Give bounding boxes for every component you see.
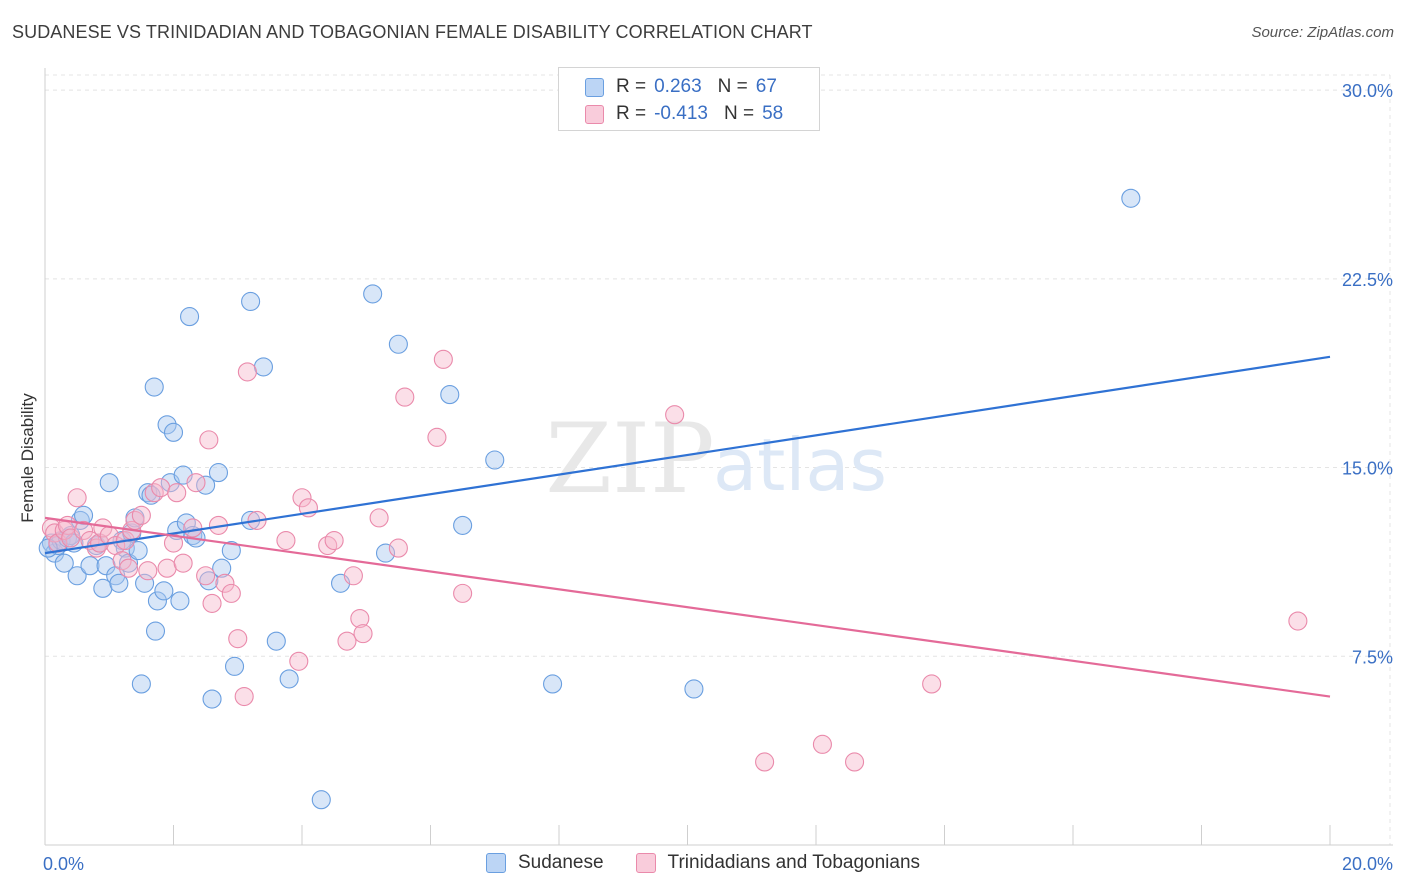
data-point-sudanese [441, 386, 459, 404]
data-point-sudanese [81, 557, 99, 575]
data-point-trinidadian [813, 735, 831, 753]
data-point-sudanese [254, 358, 272, 376]
series-trinidadian-points [42, 350, 1306, 771]
data-point-sudanese [1122, 189, 1140, 207]
data-point-sudanese [100, 474, 118, 492]
y-tick-label: 22.5% [1342, 270, 1393, 290]
data-point-sudanese [165, 423, 183, 441]
data-point-trinidadian [389, 539, 407, 557]
data-point-sudanese [171, 592, 189, 610]
data-point-sudanese [312, 791, 330, 809]
data-point-sudanese [155, 582, 173, 600]
legend-n-label: N = [718, 76, 748, 98]
legend-item-label: Sudanese [518, 852, 604, 874]
stats-legend: R = 0.263 N = 67 R = -0.413 N = 58 [558, 67, 820, 131]
data-point-sudanese [364, 285, 382, 303]
legend-swatch-pink [585, 105, 604, 124]
watermark-zip: ZIP [545, 403, 714, 515]
data-point-sudanese [242, 292, 260, 310]
data-point-trinidadian [222, 584, 240, 602]
legend-row-sudanese: R = 0.263 N = 67 [585, 76, 777, 98]
y-tick-label: 7.5% [1352, 647, 1393, 667]
data-point-trinidadian [454, 584, 472, 602]
data-point-trinidadian [428, 428, 446, 446]
legend-n-label: N = [724, 103, 754, 125]
data-point-trinidadian [338, 632, 356, 650]
data-point-trinidadian [238, 363, 256, 381]
data-point-sudanese [389, 335, 407, 353]
legend-n-value: 67 [756, 76, 777, 98]
data-point-sudanese [226, 657, 244, 675]
data-point-trinidadian [229, 630, 247, 648]
data-point-trinidadian [187, 474, 205, 492]
data-point-trinidadian [174, 554, 192, 572]
data-point-trinidadian [846, 753, 864, 771]
data-point-trinidadian [923, 675, 941, 693]
data-point-trinidadian [235, 688, 253, 706]
data-point-trinidadian [756, 753, 774, 771]
data-point-trinidadian [396, 388, 414, 406]
data-point-sudanese [203, 690, 221, 708]
trend-line-sudanese [45, 357, 1330, 553]
data-point-sudanese [685, 680, 703, 698]
data-point-trinidadian [152, 479, 170, 497]
data-point-sudanese [486, 451, 504, 469]
scatter-chart: ZIP atlas 7.5%15.0%22.5%30.0%0.0% 20.0% [0, 0, 1406, 892]
data-point-sudanese [280, 670, 298, 688]
data-point-trinidadian [200, 431, 218, 449]
legend-swatch-blue [585, 78, 604, 97]
data-point-sudanese [267, 632, 285, 650]
data-point-trinidadian [68, 489, 86, 507]
legend-r-value: -0.413 [654, 103, 708, 125]
legend-row-trinidadian: R = -0.413 N = 58 [585, 103, 783, 125]
y-axis-label: Female Disability [18, 393, 38, 522]
data-point-sudanese [145, 378, 163, 396]
data-point-sudanese [181, 308, 199, 326]
data-point-trinidadian [290, 652, 308, 670]
legend-r-label: R = [616, 76, 646, 98]
data-point-trinidadian [168, 484, 186, 502]
data-point-trinidadian [197, 567, 215, 585]
data-point-sudanese [454, 516, 472, 534]
legend-r-label: R = [616, 103, 646, 125]
y-tick-label: 30.0% [1342, 81, 1393, 101]
data-point-trinidadian [158, 559, 176, 577]
watermark-atlas: atlas [713, 423, 887, 507]
data-point-trinidadian [132, 506, 150, 524]
data-point-trinidadian [344, 567, 362, 585]
data-point-sudanese [544, 675, 562, 693]
data-point-trinidadian [277, 532, 295, 550]
data-point-trinidadian [370, 509, 388, 527]
legend-swatch-pink [636, 853, 656, 873]
data-point-sudanese [209, 464, 227, 482]
data-point-trinidadian [139, 562, 157, 580]
legend-swatch-blue [486, 853, 506, 873]
legend-n-value: 58 [762, 103, 783, 125]
legend-item-label: Trinidadians and Tobagonians [668, 852, 920, 874]
data-point-trinidadian [203, 594, 221, 612]
y-tick-label: 15.0% [1342, 459, 1393, 479]
data-point-trinidadian [184, 519, 202, 537]
data-point-trinidadian [666, 406, 684, 424]
data-point-sudanese [147, 622, 165, 640]
legend-r-value: 0.263 [654, 76, 702, 98]
data-point-trinidadian [325, 532, 343, 550]
data-point-trinidadian [1289, 612, 1307, 630]
data-point-trinidadian [354, 625, 372, 643]
data-point-trinidadian [120, 559, 138, 577]
legend-item-sudanese[interactable]: Sudanese [486, 852, 604, 874]
data-point-sudanese [132, 675, 150, 693]
data-point-trinidadian [434, 350, 452, 368]
series-legend: Sudanese Trinidadians and Tobagonians [0, 852, 1406, 874]
legend-item-trinidadian[interactable]: Trinidadians and Tobagonians [636, 852, 920, 874]
